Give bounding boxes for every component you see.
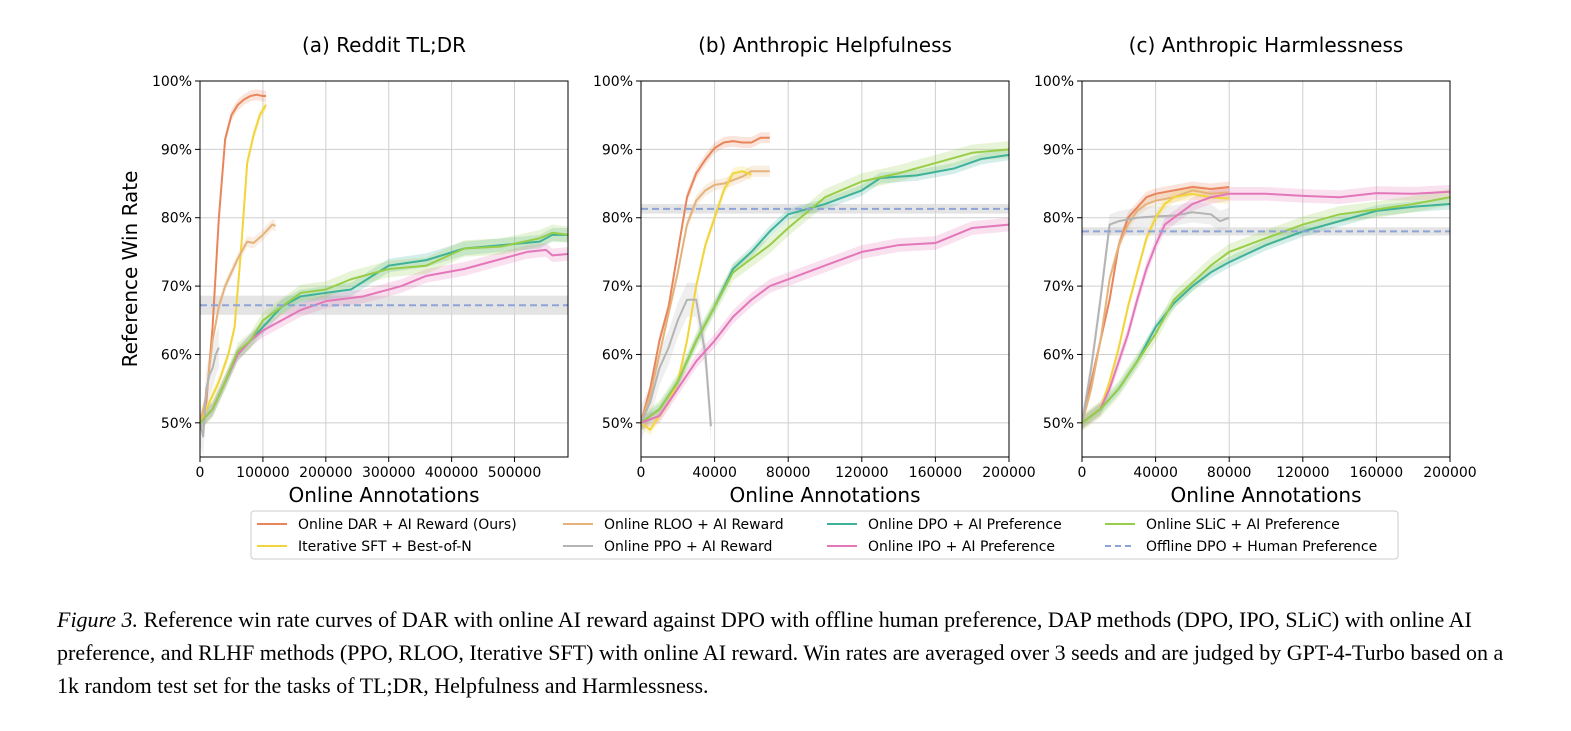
x-tick-label: 0 [196, 465, 205, 481]
chart-panel-2: 0 40000 80000 120000 160000 200000 50% 60% 70% 80… [593, 33, 1036, 507]
y-tick-label: 80% [602, 211, 633, 227]
x-tick-label: 200000 [1423, 465, 1476, 481]
legend-label: Online RLOO + AI Reward [604, 517, 784, 533]
series-band-dpo [641, 149, 1009, 429]
series-line-slic [1082, 196, 1450, 424]
figure-3-charts: 0 100000 200000 300000 400000 50000050%60%70%… [118, 33, 1477, 560]
series-line-dar [200, 93, 267, 424]
legend-item-ppo: Online PPO + AI Reward [563, 539, 772, 555]
series-line-ipo [1082, 190, 1450, 424]
legend-item-dpo: Online DPO + AI Preference [827, 517, 1062, 533]
legend-item-slic: Online SLiC + AI Preference [1105, 517, 1340, 533]
y-tick-label: 50% [1043, 416, 1074, 432]
series-band-ppo [641, 282, 711, 444]
chart-title: (a) Reddit TL;DR [302, 33, 466, 57]
y-tick-label: 50% [161, 416, 192, 432]
y-tick-label: 100% [152, 74, 192, 90]
y-tick-label: 90% [1043, 142, 1074, 158]
legend-item-sft: Iterative SFT + Best-of-N [257, 539, 472, 555]
series-band-slic [200, 224, 568, 432]
legend-label: Online DAR + AI Reward (Ours) [298, 517, 517, 533]
y-tick-label: 70% [602, 279, 633, 295]
caption-text: Reference win rate curves of DAR with on… [57, 607, 1504, 698]
series-line-slic [641, 148, 1009, 424]
legend-item-offline: Offline DPO + Human Preference [1105, 539, 1377, 555]
x-axis-label: Online Annotations [730, 483, 921, 507]
series-line-ipo [641, 223, 1009, 424]
legend-label: Online PPO + AI Reward [604, 539, 772, 555]
x-tick-label: 500000 [488, 465, 541, 481]
chart-title: (c) Anthropic Harmlessness [1129, 33, 1404, 57]
chart-title: (b) Anthropic Helpfulness [698, 33, 952, 57]
x-tick-label: 200000 [982, 465, 1035, 481]
series-line-ppo [1082, 211, 1230, 423]
series-line-ppo [641, 298, 712, 427]
chart-panel-1: 0 100000 200000 300000 400000 500000 50% 60% 70%… [118, 33, 569, 507]
x-tick-label: 40000 [692, 465, 737, 481]
offline-band [1082, 227, 1450, 236]
chart-panel-3: 0 40000 80000 120000 160000 200000 50% 60% 70% 80… [1034, 33, 1477, 507]
series-line-rloo [200, 223, 276, 424]
plot-area [641, 132, 1009, 444]
x-tick-label: 120000 [835, 465, 888, 481]
series-band-slic [641, 141, 1009, 432]
caption-label: Figure 3. [57, 607, 139, 632]
legend: Online DAR + AI Reward (Ours) Online RLOO… [250, 510, 1399, 560]
legend-label: Online IPO + AI Preference [868, 539, 1055, 555]
series-band-ppo [1082, 202, 1230, 434]
x-tick-label: 0 [1078, 465, 1087, 481]
y-tick-label: 50% [602, 416, 633, 432]
x-tick-label: 120000 [1276, 465, 1329, 481]
x-tick-label: 160000 [1350, 465, 1403, 481]
series-line-dar [641, 136, 770, 424]
figure-caption: Figure 3. Reference win rate curves of D… [57, 603, 1527, 702]
x-tick-label: 80000 [1207, 465, 1252, 481]
x-tick-label: 400000 [425, 465, 478, 481]
series-line-sft [200, 104, 267, 424]
legend-label: Iterative SFT + Best-of-N [298, 539, 472, 555]
y-tick-label: 100% [1034, 74, 1074, 90]
x-axis-label: Online Annotations [1171, 483, 1362, 507]
series-line-rloo [1082, 189, 1230, 424]
legend-label: Offline DPO + Human Preference [1146, 539, 1377, 555]
legend-label: Online DPO + AI Preference [868, 517, 1062, 533]
x-tick-label: 100000 [236, 465, 289, 481]
plot-area [200, 89, 568, 457]
x-tick-label: 200000 [299, 465, 352, 481]
y-axis-label: Reference Win Rate [118, 171, 142, 368]
y-tick-label: 80% [161, 211, 192, 227]
x-tick-label: 300000 [362, 465, 415, 481]
y-tick-label: 60% [602, 347, 633, 363]
legend-item-rloo: Online RLOO + AI Reward [563, 517, 784, 533]
y-tick-label: 60% [1043, 347, 1074, 363]
plot-area [1082, 181, 1450, 434]
x-tick-label: 160000 [909, 465, 962, 481]
series-band-ipo [641, 217, 1009, 430]
y-tick-label: 90% [161, 142, 192, 158]
x-tick-label: 0 [637, 465, 646, 481]
y-tick-label: 70% [161, 279, 192, 295]
x-tick-label: 80000 [766, 465, 811, 481]
axes-frame [1081, 80, 1451, 458]
y-tick-label: 80% [1043, 211, 1074, 227]
legend-label: Online SLiC + AI Preference [1146, 517, 1340, 533]
y-tick-label: 70% [1043, 279, 1074, 295]
x-tick-label: 40000 [1133, 465, 1178, 481]
axes-frame [640, 80, 1010, 458]
series-line-slic [200, 231, 568, 424]
offline-band [641, 204, 1009, 214]
y-tick-label: 90% [602, 142, 633, 158]
series-line-ipo [200, 248, 568, 424]
legend-item-dar: Online DAR + AI Reward (Ours) [257, 517, 517, 533]
series-line-ppo [200, 347, 220, 438]
legend-item-ipo: Online IPO + AI Preference [827, 539, 1055, 555]
axes-frame [199, 80, 569, 458]
x-axis-label: Online Annotations [289, 483, 480, 507]
y-tick-label: 60% [161, 347, 192, 363]
y-tick-label: 100% [593, 74, 633, 90]
